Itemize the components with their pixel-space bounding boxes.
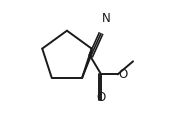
- Text: O: O: [97, 91, 106, 104]
- Text: O: O: [119, 68, 128, 81]
- Text: N: N: [101, 12, 110, 25]
